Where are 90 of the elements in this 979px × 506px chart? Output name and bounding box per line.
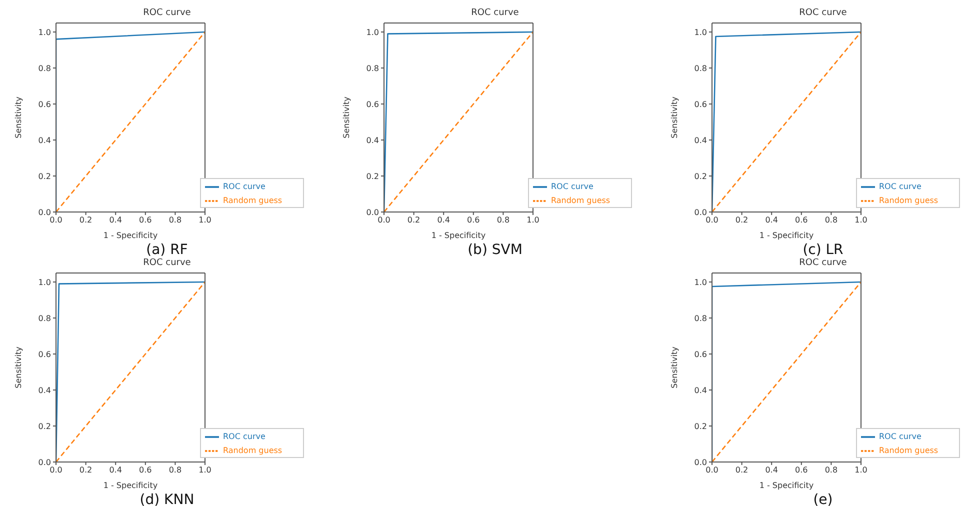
y-tick-label: 0.6 — [38, 100, 51, 109]
x-tick-label: 1.0 — [198, 466, 212, 475]
y-tick-label: 0.8 — [694, 64, 707, 73]
y-tick-label: 0.2 — [38, 172, 51, 181]
y-axis-title: Sensitivity — [14, 96, 23, 138]
y-tick-label: 0.8 — [694, 314, 707, 323]
x-tick-label: 0.8 — [168, 466, 182, 475]
x-tick-label: 0.0 — [50, 216, 62, 225]
text: (c) LR — [802, 242, 844, 258]
y-tick-label: 0.4 — [38, 136, 51, 145]
text: (a) RF — [145, 242, 189, 258]
x-tick-label: 0.8 — [824, 216, 838, 225]
legend-label: Random guess — [223, 446, 282, 456]
x-tick-label: 0.4 — [437, 216, 450, 225]
y-tick-label: 0.4 — [366, 136, 379, 145]
y-tick-label: 0.4 — [694, 386, 707, 395]
y-tick-label: 0.2 — [694, 422, 707, 431]
x-tick-label: 0.2 — [735, 216, 748, 225]
y-tick-label: 0.0 — [694, 458, 707, 467]
x-tick-label: 0.4 — [109, 466, 122, 475]
y-tick-label: 1.0 — [38, 278, 51, 287]
x-tick-label: 0.4 — [765, 216, 778, 225]
y-tick-label: 1.0 — [366, 28, 379, 37]
x-tick-label: 1.0 — [526, 216, 540, 225]
legend-label: Random guess — [879, 196, 938, 206]
x-tick-label: 0.6 — [795, 466, 808, 475]
x-axis-title: 1 - Specificity — [431, 231, 486, 240]
x-tick-label: 0.4 — [765, 466, 778, 475]
y-tick-label: 0.2 — [366, 172, 379, 181]
x-tick-label: 0.8 — [496, 216, 510, 225]
y-axis-title: Sensitivity — [342, 96, 351, 138]
x-tick-label: 0.2 — [407, 216, 420, 225]
x-tick-label: 0.2 — [735, 466, 748, 475]
legend-label: ROC curve — [223, 432, 266, 442]
y-tick-label: 0.8 — [38, 314, 51, 323]
x-axis-title: 1 - Specificity — [103, 231, 158, 240]
y-tick-label: 0.4 — [38, 386, 51, 395]
chart-title: ROC curve — [798, 8, 848, 20]
chart-title: ROC curve — [142, 258, 192, 270]
y-tick-label: 0.0 — [38, 208, 51, 217]
y-tick-label: 0.6 — [694, 100, 707, 109]
y-tick-label: 1.0 — [38, 28, 51, 37]
x-tick-label: 0.8 — [168, 216, 182, 225]
y-axis-title: Sensitivity — [14, 346, 23, 388]
y-tick-label: 0.6 — [366, 100, 379, 109]
legend-label: ROC curve — [879, 182, 922, 192]
x-tick-label: 0.4 — [109, 216, 122, 225]
y-tick-label: 0.8 — [366, 64, 379, 73]
x-tick-label: 1.0 — [198, 216, 212, 225]
y-tick-label: 1.0 — [694, 28, 707, 37]
legend-label: ROC curve — [551, 182, 594, 192]
y-tick-label: 0.0 — [366, 208, 379, 217]
x-tick-label: 0.6 — [467, 216, 480, 225]
y-tick-label: 0.0 — [694, 208, 707, 217]
x-tick-label: 0.8 — [824, 466, 838, 475]
x-tick-label: 0.0 — [706, 216, 718, 225]
legend-label: ROC curve — [223, 182, 266, 192]
legend-label: Random guess — [879, 446, 938, 456]
y-tick-label: 0.0 — [38, 458, 51, 467]
legend-label: Random guess — [551, 196, 610, 206]
x-tick-label: 0.0 — [50, 466, 62, 475]
y-tick-label: 0.6 — [694, 350, 707, 359]
chart-title: ROC curve — [470, 8, 520, 20]
x-tick-label: 0.2 — [79, 216, 92, 225]
text: (b) SVM — [466, 242, 524, 258]
y-tick-label: 0.2 — [38, 422, 51, 431]
x-tick-label: 0.2 — [79, 466, 92, 475]
x-tick-label: 1.0 — [854, 466, 868, 475]
y-tick-label: 0.2 — [694, 172, 707, 181]
y-tick-label: 0.8 — [38, 64, 51, 73]
x-tick-label: 1.0 — [854, 216, 868, 225]
x-axis-title: 1 - Specificity — [759, 481, 814, 490]
text: (e) — [812, 492, 834, 506]
x-tick-label: 0.6 — [139, 216, 152, 225]
y-tick-label: 0.4 — [694, 136, 707, 145]
text: (d) KNN — [138, 492, 196, 506]
y-axis-title: Sensitivity — [670, 346, 679, 388]
x-tick-label: 0.0 — [706, 466, 718, 475]
y-tick-label: 0.6 — [38, 350, 51, 359]
legend-label: Random guess — [223, 196, 282, 206]
x-tick-label: 0.6 — [795, 216, 808, 225]
x-tick-label: 0.0 — [378, 216, 390, 225]
x-tick-label: 0.6 — [139, 466, 152, 475]
y-tick-label: 1.0 — [694, 278, 707, 287]
y-axis-title: Sensitivity — [670, 96, 679, 138]
x-axis-title: 1 - Specificity — [759, 231, 814, 240]
x-axis-title: 1 - Specificity — [103, 481, 158, 490]
chart-title: ROC curve — [142, 8, 192, 20]
legend-label: ROC curve — [879, 432, 922, 442]
chart-title: ROC curve — [798, 258, 848, 270]
